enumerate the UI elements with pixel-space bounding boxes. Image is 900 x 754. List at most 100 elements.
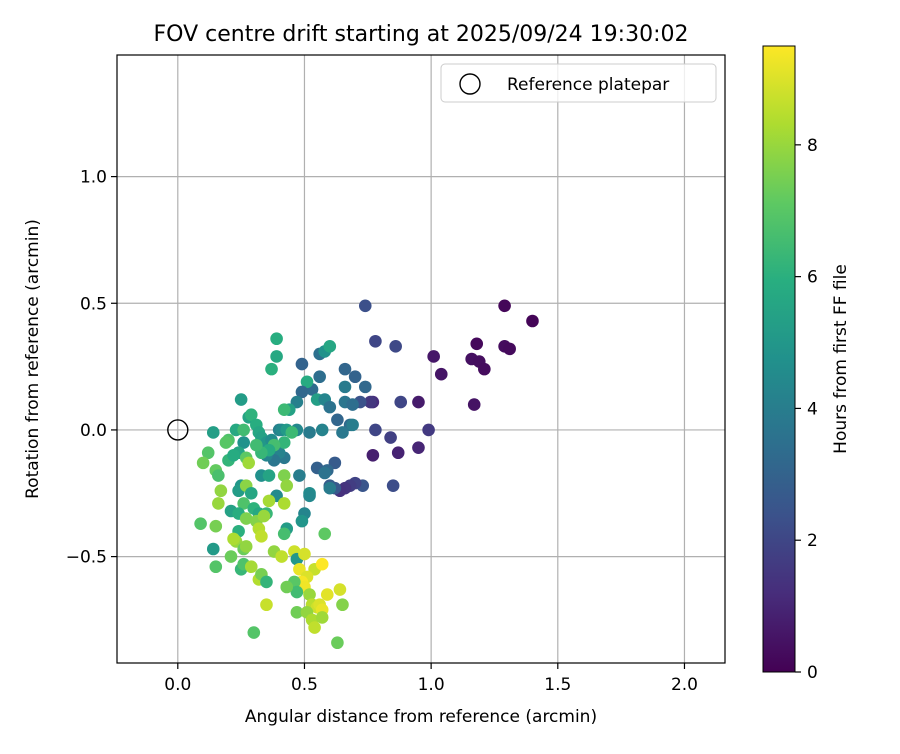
scatter-point [277,497,291,510]
scatter-point [369,334,382,348]
scatter-point [280,580,294,594]
scatter-point [237,497,250,510]
x-axis: 0.0 0.5 1.0 1.5 2.0 [164,663,698,695]
scatter-point [313,370,326,384]
scatter-point [247,626,261,639]
scatter-point [277,436,291,449]
scatter-point [346,418,359,432]
chart-title: FOV centre drift starting at 2025/09/24 … [154,22,689,47]
scatter-point [320,588,334,601]
scatter-point [209,560,223,574]
scatter-point [333,583,347,596]
scatter-point [298,547,311,561]
scatter-point [391,446,405,460]
scatter-point [526,314,539,328]
scatter-point [250,438,263,452]
scatter-point [219,436,233,449]
x-tick-label: 2.0 [671,675,698,695]
scatter-point [262,469,276,482]
x-tick-label: 0.0 [164,675,191,695]
scatter-point [257,509,271,523]
scatter-point [358,299,372,313]
scatter-point [318,527,332,541]
scatter-point [318,466,332,480]
scatter-point [331,636,344,650]
scatter-point [227,448,240,462]
colorbar-tick-label: 4 [807,399,818,419]
plot-area [117,55,725,663]
scatter-point [323,481,337,495]
colorbar-label: Hours from first FF file [831,264,851,454]
x-axis-label: Angular distance from reference (arcmin) [245,707,597,727]
scatter-point [275,550,288,563]
scatter-point [338,362,352,376]
scatter-point [434,367,448,381]
scatter-point [209,519,223,533]
scatter-point [244,408,258,422]
scatter-point [260,598,273,612]
scatter-point [206,542,220,556]
scatter-point [336,598,349,612]
x-tick-label: 0.5 [291,675,318,695]
scatter-point [498,299,511,313]
scatter-point [194,517,207,530]
x-tick-label: 1.5 [544,675,571,695]
scatter-point [315,557,329,571]
scatter-point [201,446,215,460]
scatter-point [237,423,250,437]
scatter-point [348,370,362,384]
scatter-points [167,299,539,650]
scatter-point [277,469,291,482]
legend-box [440,63,717,103]
scatter-point [467,398,481,411]
scatter-point [293,469,306,482]
scatter-point [366,448,380,462]
scatter-point [346,398,359,411]
scatter-point [239,540,253,553]
scatter-point [277,403,291,416]
scatter-point [386,479,400,492]
colorbar-tick-label: 0 [807,663,818,683]
scatter-point [234,393,248,406]
scatter-point [394,395,408,409]
scatter-point [422,423,435,437]
scatter-point [285,426,299,439]
scatter-point [389,340,402,353]
scatter-point [315,423,329,437]
colorbar-tick-label: 6 [807,268,818,288]
scatter-point [323,340,337,353]
y-tick-label: −0.5 [66,548,107,568]
scatter-point [303,489,316,503]
scatter-point [212,469,225,482]
scatter-point [280,479,294,492]
scatter-point [206,426,220,439]
colorbar [762,45,796,673]
scatter-point [237,436,250,449]
y-axis: −0.5 0.0 0.5 1.0 [66,168,117,568]
legend-marker [459,73,481,95]
scatter-point [262,494,276,508]
scatter-point [336,426,349,439]
scatter-point [323,400,337,414]
scatter-point [315,611,329,624]
scatter-point [242,456,256,470]
reference-platepar-marker [167,419,189,441]
scatter-point [277,527,291,541]
scatter-point [384,431,397,444]
scatter-point [331,413,344,427]
colorbar-tick-label: 2 [807,531,818,551]
scatter-point [412,441,425,454]
scatter-point [239,512,253,525]
y-axis-label: Rotation from reference (arcmin) [23,219,43,499]
scatter-point [224,550,238,563]
scatter-point [364,395,377,409]
scatter-point [290,606,304,619]
scatter-point [308,621,321,634]
scatter-point [295,385,309,399]
scatter-point [260,575,273,589]
scatter-point [270,350,283,363]
scatter-point [478,362,491,376]
scatter-point [303,588,316,601]
scatter-point [369,423,382,437]
